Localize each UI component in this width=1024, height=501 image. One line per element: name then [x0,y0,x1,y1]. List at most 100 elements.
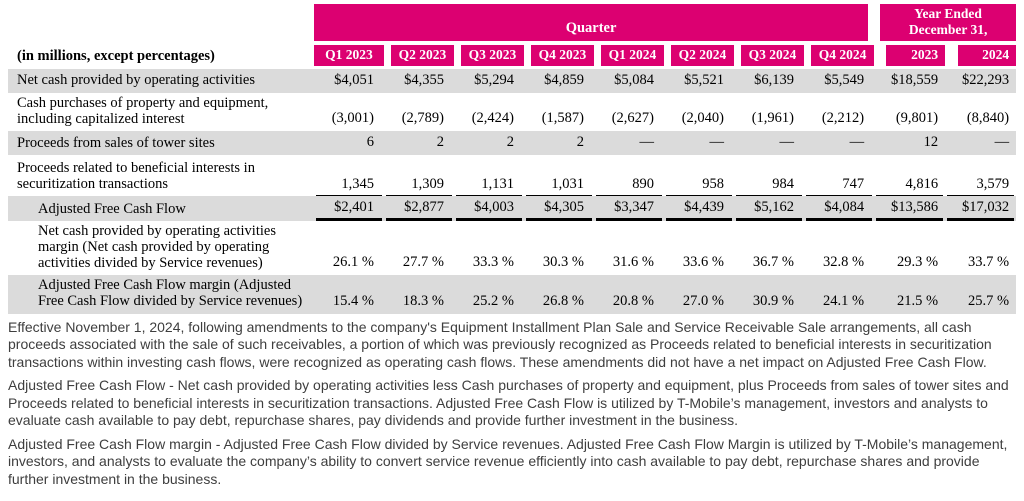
cell: — [594,131,664,156]
cell: (2,212) [821,110,865,127]
cell: (3,001) [331,110,374,127]
cell: 33.6 % [682,254,724,271]
cell: $5,084 [594,68,664,93]
cell: $4,439 [664,196,734,222]
cell: 20.8 % [594,275,664,314]
footnote-amendments: Effective November 1, 2024, following am… [8,318,992,370]
col-header-q4-2024: Q4 2024 [804,44,875,69]
row-label: Cash purchases of property and equipment… [17,94,269,127]
col-header-q1-2023: Q1 2023 [314,44,384,69]
cell: $6,139 [734,68,804,93]
cell: 747 [804,155,874,197]
cell: 30.3 % [542,254,584,271]
cell: 2 [384,131,454,156]
cell: $5,162 [734,196,804,222]
cell: $2,401 [314,196,384,222]
cell: (2,789) [401,110,444,127]
col-header-q2-2023: Q2 2023 [384,44,454,69]
cell: 25.7 % [945,275,1017,314]
cell: 890 [594,155,664,197]
cell: 12 [874,131,946,156]
cell: (1,587) [541,110,584,127]
cell: $4,305 [524,196,594,222]
footnotes: Effective November 1, 2024, following am… [8,319,1016,489]
cell: 1,131 [454,155,524,197]
cell: 36.7 % [752,254,794,271]
row-cash-purchases: Cash purchases of property and equipment… [8,93,1016,131]
row-label: Proceeds related to beneficial interests… [17,160,255,192]
col-header-q1-2024: Q1 2024 [594,44,664,69]
row-operating-cash-margin: Net cash provided by operating activitie… [8,221,1016,275]
cell: 4,816 [874,155,945,197]
cell: $4,355 [384,68,454,93]
cell: $4,084 [804,196,875,222]
cell: — [734,131,804,156]
row-label: Adjusted Free Cash Flow margin (Adjusted… [8,275,314,314]
cell: — [945,131,1017,156]
row-label: Net cash provided by operating activitie… [38,223,276,271]
cell: 30.9 % [734,275,804,314]
row-adjusted-free-cash-flow: Adjusted Free Cash Flow $2,401 $2,877 $4… [8,196,1017,222]
footnote-afcf-definition: Adjusted Free Cash Flow - Net cash provi… [8,377,1009,429]
col-header-fy-2024: 2024 [945,44,1017,69]
cell: 25.2 % [454,275,524,314]
cell: 24.1 % [804,275,875,314]
cell: (2,627) [611,110,654,127]
footnote-afcf-margin-definition: Adjusted Free Cash Flow margin - Adjuste… [8,435,1008,487]
row-label: Proceeds from sales of tower sites [8,131,314,156]
cell: 1,345 [314,155,384,197]
cell: $3,347 [594,196,664,222]
cell: $4,859 [524,68,594,93]
row-tower-sites: Proceeds from sales of tower sites 6 2 2… [8,131,1017,156]
cell: 958 [664,155,734,197]
year-banner-line1: Year Ended [914,6,982,21]
cell: $5,294 [454,68,524,93]
cell: 33.7 % [968,254,1010,271]
col-header-q3-2024: Q3 2024 [734,44,804,69]
units-note: (in millions, except percentages) [17,47,215,64]
row-label: Adjusted Free Cash Flow [8,196,314,222]
row-afcf-margin: Adjusted Free Cash Flow margin (Adjusted… [8,275,1017,314]
cell: (2,040) [681,110,724,127]
cell: 27.7 % [402,254,444,271]
cell: 21.5 % [874,275,946,314]
cell: $5,521 [664,68,734,93]
cell: $4,051 [314,68,384,93]
cell: 27.0 % [664,275,734,314]
cell: 26.1 % [332,254,374,271]
year-banner-line2: December 31, [908,21,988,37]
cell: 2 [454,131,524,156]
cell: 33.3 % [472,254,514,271]
col-header-fy-2023: 2023 [874,44,946,69]
col-header-q4-2023: Q4 2023 [524,44,594,69]
cell: 1,031 [524,155,594,197]
cell: (9,801) [895,110,939,127]
cell: 31.6 % [612,254,654,271]
cell: 1,309 [384,155,454,197]
cell: 18.3 % [384,275,454,314]
cell: 32.8 % [823,254,865,271]
year-ended-banner: Year Ended December 31, [874,4,1017,45]
cell: 984 [734,155,804,197]
cell: 29.3 % [897,254,939,271]
row-label: Net cash provided by operating activitie… [8,68,314,93]
quarter-banner: Quarter [314,4,875,45]
column-header-row: Q1 2023 Q2 2023 Q3 2023 Q4 2023 Q1 2024 … [8,44,1017,69]
cell: $13,586 [874,196,946,222]
cell: $22,293 [945,68,1017,93]
row-net-cash-operating: Net cash provided by operating activitie… [8,68,1017,93]
cell: $17,032 [945,196,1017,222]
cell: 2 [524,131,594,156]
row-securitization-proceeds: Proceeds related to beneficial interests… [8,155,1016,197]
cell: 15.4 % [314,275,384,314]
cell: $18,559 [874,68,946,93]
cell: 3,579 [945,155,1016,197]
cell: $2,877 [384,196,454,222]
cell: (8,840) [966,110,1010,127]
cell: — [804,131,875,156]
cell: (1,961) [751,110,794,127]
cell: (2,424) [471,110,514,127]
adjusted-free-cash-flow-table: (in millions, except percentages) Quarte… [8,4,1017,314]
col-header-q3-2023: Q3 2023 [454,44,524,69]
